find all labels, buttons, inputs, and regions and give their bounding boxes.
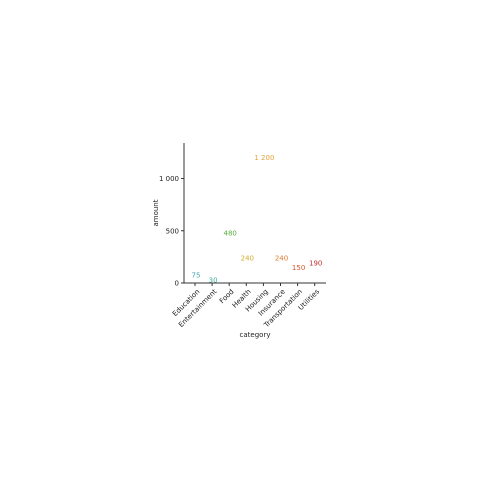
data-label-health: 240 [241,254,254,262]
data-label-housing: 1 200 [254,154,274,162]
y-axis-title: amount [152,199,160,226]
y-tick-label: 0 [175,280,179,288]
y-tick-label: 500 [166,227,179,235]
data-label-utilities: 190 [309,260,322,268]
data-label-food: 480 [224,229,237,237]
data-label-education: 75 [192,272,201,280]
x-axis-title: category [240,331,271,339]
y-tick-label: 1 000 [159,175,179,183]
data-label-entertainment: 30 [209,276,218,284]
data-label-insurance: 240 [275,254,288,262]
data-label-transportation: 150 [292,264,305,272]
